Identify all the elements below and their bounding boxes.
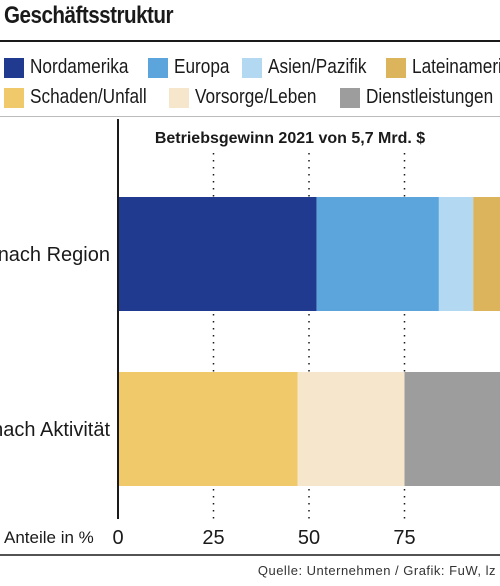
stacked-bar-chart: Betriebsgewinn 2021 von 5,7 Mrd. $ nach … <box>0 119 500 556</box>
legend-label-asien-pazifik: Asien/Pazifik <box>267 56 367 78</box>
chart-subtitle: Betriebsgewinn 2021 von 5,7 Mrd. $ <box>155 130 425 147</box>
legend-label-schaden-unfall: Schaden/Unfall <box>30 86 147 108</box>
legend-label-nordamerika: Nordamerika <box>30 56 129 78</box>
legend-item-nordamerika: Nordamerika <box>4 56 134 79</box>
x-axis-label: Anteile in % <box>4 528 94 547</box>
bar-segment-schaden-unfall <box>118 372 298 486</box>
x-axis: 0 25 50 75 <box>0 119 500 556</box>
bar-segment-europa <box>316 197 439 311</box>
legend-swatch-vorsorge-leben <box>169 87 190 108</box>
category-label-nach-region: nach Region <box>0 244 110 266</box>
legend-label-vorsorge-leben: Vorsorge/Leben <box>195 86 317 108</box>
bar-segment-nordamerika <box>118 197 317 311</box>
category-label-nach-aktivitaet: nach Aktivität <box>0 419 110 441</box>
x-tick-label-50: 50 <box>298 527 320 549</box>
legend-swatch-schaden-unfall <box>4 87 24 108</box>
legend-item-asien-pazifik: Asien/Pazifik <box>241 56 373 79</box>
legend-swatch-dienstleistungen <box>339 87 360 108</box>
bar-segment-vorsorge-leben <box>297 372 405 486</box>
source-note: Quelle: Unternehmen / Grafik: FuW, lz <box>257 563 496 578</box>
legend-item-dienstleistungen: Dienstleistungen <box>339 86 500 109</box>
gridlines <box>212 153 406 519</box>
title-rule <box>0 40 500 42</box>
legend-rule <box>0 116 500 117</box>
x-tick-label-0: 0 <box>112 527 123 549</box>
bar-segment-asien-pazifik <box>438 197 474 311</box>
legend-swatch-nordamerika <box>4 57 24 78</box>
legend-swatch-europa <box>147 57 168 78</box>
bar-segment-dienstleistungen <box>404 372 500 486</box>
legend-item-lateinamerika: Lateinamerika <box>385 56 500 79</box>
legend-item-schaden-unfall: Schaden/Unfall <box>4 86 156 109</box>
legend-row-activity: Schaden/Unfall Vorsorge/Leben Dienstleis… <box>4 86 500 112</box>
x-tick-label-75: 75 <box>393 527 415 549</box>
legend-swatch-asien-pazifik <box>241 57 262 78</box>
legend-label-dienstleistungen: Dienstleistungen <box>365 86 493 108</box>
legend-item-europa: Europa <box>147 56 230 79</box>
legend-swatch-lateinamerika <box>385 57 406 78</box>
bar-segment-lateinamerika <box>473 197 500 311</box>
legend-label-europa: Europa <box>173 56 230 78</box>
legend-row-region: Nordamerika Europa Asien/Pazifik Lateina… <box>4 56 500 82</box>
x-tick-label-25: 25 <box>202 527 224 549</box>
bars <box>118 197 500 486</box>
legend-item-vorsorge-leben: Vorsorge/Leben <box>169 86 326 109</box>
chart-title: Geschäftsstruktur <box>4 2 174 29</box>
category-labels: nach Region nach Aktivität <box>0 244 110 441</box>
legend-label-lateinamerika: Lateinamerika <box>411 56 500 78</box>
